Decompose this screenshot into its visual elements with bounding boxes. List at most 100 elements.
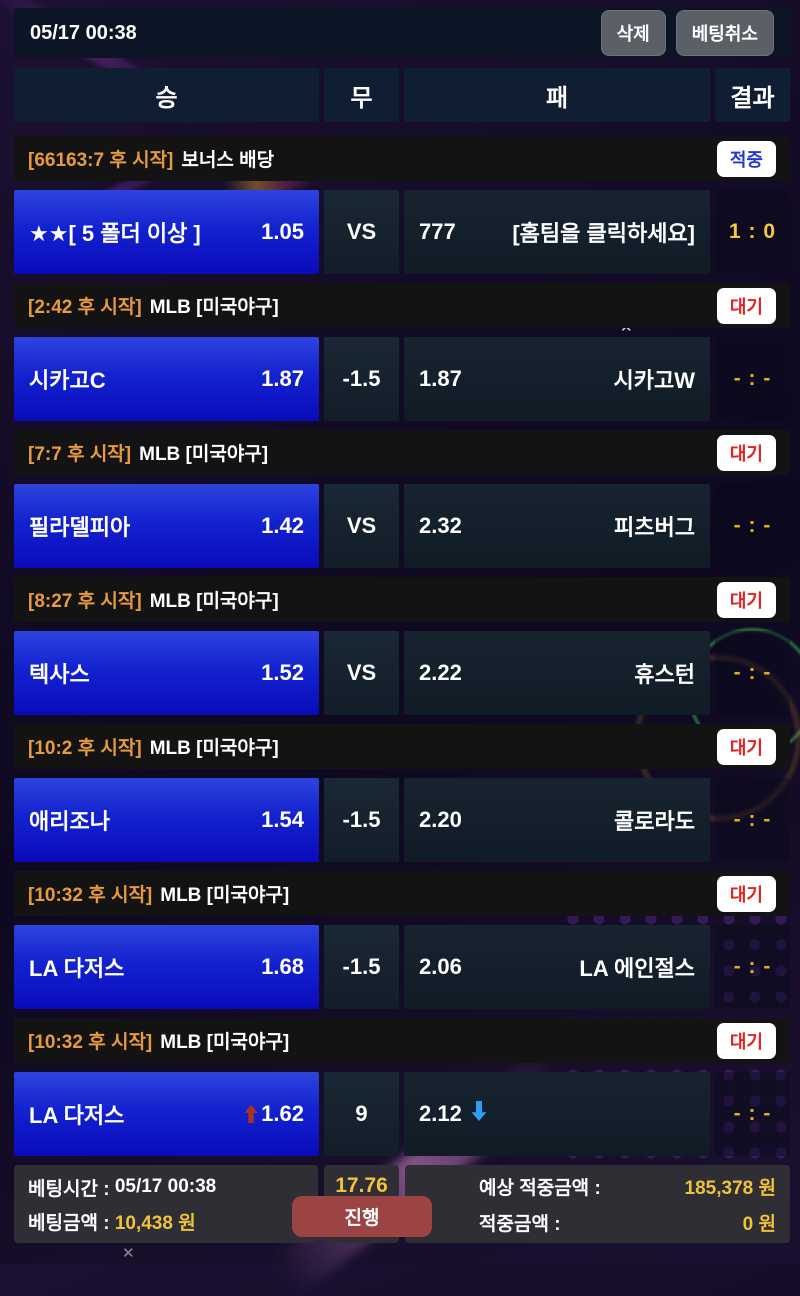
- home-odds: 1.62: [261, 1101, 304, 1126]
- result-cell: - : -: [715, 925, 790, 1009]
- match-league: MLB [미국야구]: [149, 591, 279, 612]
- home-pick-cell[interactable]: 애리조나 1.54: [14, 778, 319, 862]
- handicap-value: -1.5: [342, 807, 381, 832]
- match-start-time: [7:7 후 시작]: [28, 444, 132, 465]
- match-start-time: [10:32 후 시작]: [28, 885, 153, 906]
- home-team-name: 텍사스: [29, 662, 90, 687]
- home-odds: 1.87: [261, 366, 304, 391]
- match-score: 1 : 0: [728, 220, 777, 243]
- away-pick-cell[interactable]: 2.12: [404, 1072, 710, 1156]
- expected-amount-label: 예상 적중금액 :: [479, 1177, 601, 1199]
- away-odds: 2.32: [419, 513, 462, 538]
- draw-value: VS: [346, 219, 377, 244]
- handicap-value: -1.5: [342, 366, 381, 391]
- draw-value: VS: [346, 513, 377, 538]
- draw-pick-cell[interactable]: VS: [324, 190, 399, 274]
- home-pick-cell[interactable]: 텍사스 1.52: [14, 631, 319, 715]
- odds-down-icon: [471, 1101, 487, 1121]
- bet-summary-left: 베팅시간 : 05/17 00:38 베팅금액 : 10,438 원: [14, 1165, 318, 1243]
- away-pick-cell[interactable]: 2.22 휴스턴: [404, 631, 710, 715]
- won-amount-value: 0 원: [742, 1213, 776, 1235]
- match-start-time: [66163:7 후 시작]: [28, 150, 174, 171]
- match-league: MLB [미국야구]: [160, 1032, 290, 1053]
- match-info-bar: [10:32 후 시작] MLB [미국야구] 대기: [14, 1018, 790, 1063]
- match-start-time: [2:42 후 시작]: [28, 297, 142, 318]
- header-actions: 삭제 베팅취소: [600, 10, 774, 56]
- away-pick-cell[interactable]: 2.06 LA 에인절스: [404, 925, 710, 1009]
- away-pick-cell[interactable]: 2.20 콜로라도: [404, 778, 710, 862]
- cancel-bet-button[interactable]: 베팅취소: [675, 10, 774, 56]
- match-info-bar: [66163:7 후 시작] 보너스 배당 적중: [14, 136, 790, 181]
- bet-time-value: 05/17 00:38: [114, 1176, 217, 1197]
- sparkle-icon: ✕: [122, 1245, 135, 1262]
- home-pick-cell[interactable]: ★★[ 5 폴더 이상 ] 1.05: [14, 190, 319, 274]
- away-odds: 2.20: [419, 807, 462, 832]
- bet-summary: 베팅시간 : 05/17 00:38 베팅금액 : 10,438 원 17.76…: [14, 1165, 790, 1243]
- match-score: - : -: [733, 367, 772, 390]
- home-pick-cell[interactable]: 필라델피아 1.42: [14, 484, 319, 568]
- away-odds: 1.87: [419, 366, 462, 391]
- draw-pick-cell[interactable]: VS: [324, 484, 399, 568]
- result-cell: - : -: [715, 337, 790, 421]
- home-pick-cell[interactable]: LA 다저스 1.62: [14, 1072, 319, 1156]
- status-badge: 대기: [716, 875, 776, 912]
- away-odds-group: 2.12: [419, 1101, 490, 1127]
- column-header-result: 결과: [715, 68, 790, 122]
- home-team-name: 시카고C: [29, 368, 106, 393]
- away-pick-cell[interactable]: 2.32 피츠버그: [404, 484, 710, 568]
- delete-button[interactable]: 삭제: [600, 10, 666, 56]
- home-pick-cell[interactable]: 시카고C 1.87: [14, 337, 319, 421]
- match-info-bar: [7:7 후 시작] MLB [미국야구] 대기: [14, 430, 790, 475]
- bet-amount-value: 10,438 원: [114, 1212, 196, 1234]
- match-row: ★★[ 5 폴더 이상 ] 1.05 VS 777 [홈팀을 클릭하세요] 1 …: [14, 190, 790, 274]
- match-league: 보너스 배당: [181, 150, 275, 171]
- home-odds-group: 1.62: [241, 1101, 304, 1127]
- home-team-name: LA 다저스: [29, 1103, 125, 1128]
- match-section: [66163:7 후 시작] 보너스 배당 적중 ★★[ 5 폴더 이상 ] 1…: [14, 136, 790, 274]
- status-badge: 대기: [716, 728, 776, 765]
- draw-value: VS: [346, 660, 377, 685]
- column-header-draw: 무: [324, 68, 399, 122]
- away-odds: 777: [419, 219, 456, 244]
- match-section: [10:2 후 시작] MLB [미국야구] 대기 애리조나 1.54 -1.5…: [14, 724, 790, 862]
- away-team-name: 시카고W: [613, 368, 696, 393]
- handicap-value: -1.5: [342, 954, 381, 979]
- match-row: LA 다저스 1.68 -1.5 2.06 LA 에인절스 - : -: [14, 925, 790, 1009]
- match-start-time: [8:27 후 시작]: [28, 591, 142, 612]
- away-pick-cell[interactable]: 777 [홈팀을 클릭하세요]: [404, 190, 710, 274]
- match-row: LA 다저스 1.62 9 2.12: [14, 1072, 790, 1156]
- match-info-bar: [10:32 후 시작] MLB [미국야구] 대기: [14, 871, 790, 916]
- draw-pick-cell[interactable]: VS: [324, 631, 399, 715]
- match-info-bar: [10:2 후 시작] MLB [미국야구] 대기: [14, 724, 790, 769]
- home-odds: 1.42: [261, 513, 304, 538]
- result-cell: - : -: [715, 1072, 790, 1156]
- away-team-name: 피츠버그: [614, 515, 695, 540]
- away-pick-cell[interactable]: 1.87 시카고W: [404, 337, 710, 421]
- home-team-name: 필라델피아: [29, 515, 131, 540]
- match-score: - : -: [733, 661, 772, 684]
- home-pick-cell[interactable]: LA 다저스 1.68: [14, 925, 319, 1009]
- status-badge: 적중: [716, 140, 776, 177]
- odds-up-icon: [244, 1105, 258, 1123]
- match-section: [7:7 후 시작] MLB [미국야구] 대기 필라델피아 1.42 VS 2…: [14, 430, 790, 568]
- handicap-cell[interactable]: -1.5: [324, 925, 399, 1009]
- away-team-name: 콜로라도: [614, 809, 695, 834]
- match-row: 필라델피아 1.42 VS 2.32 피츠버그 - : -: [14, 484, 790, 568]
- bet-amount-label: 베팅금액 :: [28, 1212, 110, 1234]
- handicap-cell[interactable]: 9: [324, 1072, 399, 1156]
- handicap-value: 9: [355, 1101, 368, 1126]
- progress-status-button[interactable]: 진행: [292, 1196, 432, 1237]
- match-league: MLB [미국야구]: [139, 444, 269, 465]
- home-team-name: 애리조나: [29, 809, 110, 834]
- away-odds: 2.06: [419, 954, 462, 979]
- handicap-cell[interactable]: -1.5: [324, 337, 399, 421]
- handicap-cell[interactable]: -1.5: [324, 778, 399, 862]
- bet-slip: 05/17 00:38 삭제 베팅취소 승 무 패 결과 [66163:7 후 …: [14, 8, 790, 1243]
- match-score: - : -: [733, 808, 772, 831]
- match-section: [10:32 후 시작] MLB [미국야구] 대기 LA 다저스 1.62 9…: [14, 1018, 790, 1156]
- result-cell: - : -: [715, 631, 790, 715]
- home-team-name: LA 다저스: [29, 956, 125, 981]
- match-score: - : -: [733, 1102, 772, 1125]
- bet-datetime: 05/17 00:38: [30, 21, 137, 44]
- result-cell: 1 : 0: [715, 190, 790, 274]
